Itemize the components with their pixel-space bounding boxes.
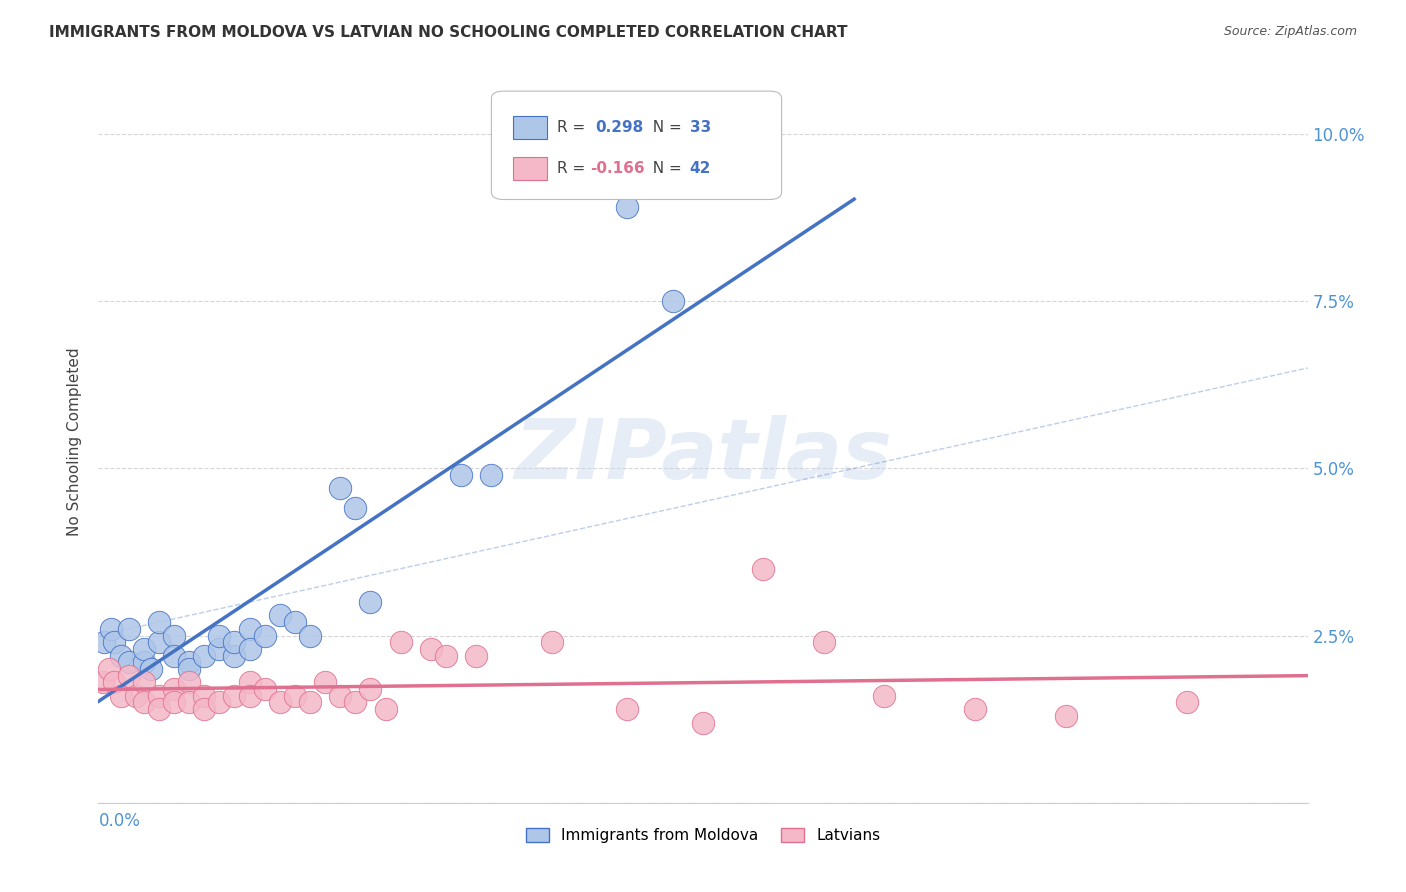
Point bbox=[208, 642, 231, 657]
Point bbox=[360, 681, 382, 696]
Point bbox=[616, 201, 638, 215]
Y-axis label: No Schooling Completed: No Schooling Completed bbox=[67, 347, 83, 536]
Point bbox=[100, 622, 122, 636]
Point bbox=[179, 675, 201, 690]
Point bbox=[299, 628, 322, 642]
Text: 0.0%: 0.0% bbox=[98, 813, 141, 830]
Point bbox=[208, 628, 231, 642]
Point bbox=[118, 669, 141, 683]
Text: Source: ZipAtlas.com: Source: ZipAtlas.com bbox=[1223, 25, 1357, 38]
Point bbox=[253, 628, 276, 642]
Point bbox=[344, 696, 367, 710]
Point bbox=[148, 615, 170, 630]
Point bbox=[661, 293, 683, 308]
Point bbox=[118, 622, 141, 636]
Text: ZIPatlas: ZIPatlas bbox=[515, 416, 891, 497]
Text: 0.298: 0.298 bbox=[595, 120, 644, 135]
Point bbox=[253, 681, 276, 696]
Point bbox=[132, 642, 155, 657]
Point bbox=[299, 696, 322, 710]
Point bbox=[125, 689, 148, 703]
Point bbox=[1175, 696, 1198, 710]
Text: -0.166: -0.166 bbox=[591, 161, 645, 176]
Point bbox=[179, 662, 201, 676]
Point bbox=[420, 642, 443, 657]
FancyBboxPatch shape bbox=[492, 91, 782, 200]
Text: N =: N = bbox=[643, 161, 686, 176]
Point bbox=[148, 635, 170, 649]
Point bbox=[110, 689, 132, 703]
Legend: Immigrants from Moldova, Latvians: Immigrants from Moldova, Latvians bbox=[520, 822, 886, 849]
Point bbox=[540, 635, 562, 649]
Point bbox=[148, 702, 170, 716]
Point bbox=[179, 655, 201, 669]
Point bbox=[193, 689, 215, 703]
Point bbox=[103, 675, 125, 690]
Text: R =: R = bbox=[557, 161, 589, 176]
Point bbox=[132, 696, 155, 710]
Point bbox=[692, 715, 714, 730]
Point bbox=[193, 702, 215, 716]
Point bbox=[141, 662, 163, 676]
Point bbox=[118, 655, 141, 669]
Point bbox=[616, 702, 638, 716]
Text: 33: 33 bbox=[690, 120, 711, 135]
Text: R =: R = bbox=[557, 120, 595, 135]
Point bbox=[103, 635, 125, 649]
Point bbox=[813, 635, 835, 649]
Point bbox=[965, 702, 987, 716]
Point bbox=[284, 615, 307, 630]
Point bbox=[91, 675, 114, 690]
Point bbox=[389, 635, 412, 649]
Point bbox=[239, 622, 262, 636]
Point bbox=[224, 648, 246, 663]
Text: IMMIGRANTS FROM MOLDOVA VS LATVIAN NO SCHOOLING COMPLETED CORRELATION CHART: IMMIGRANTS FROM MOLDOVA VS LATVIAN NO SC… bbox=[49, 25, 848, 40]
Text: N =: N = bbox=[643, 120, 686, 135]
FancyBboxPatch shape bbox=[513, 157, 547, 180]
Point bbox=[163, 681, 186, 696]
Point bbox=[752, 562, 775, 576]
Point bbox=[179, 696, 201, 710]
Point bbox=[374, 702, 396, 716]
Point bbox=[360, 595, 382, 609]
Point bbox=[284, 689, 307, 703]
Point bbox=[132, 655, 155, 669]
Point bbox=[163, 696, 186, 710]
Point bbox=[481, 467, 503, 482]
Point bbox=[1054, 708, 1077, 723]
Point bbox=[163, 628, 186, 642]
Point bbox=[224, 689, 246, 703]
Point bbox=[344, 501, 367, 516]
Point bbox=[329, 689, 352, 703]
Point bbox=[132, 675, 155, 690]
Point bbox=[98, 662, 121, 676]
Point bbox=[193, 648, 215, 663]
Point bbox=[239, 689, 262, 703]
Point bbox=[163, 648, 186, 663]
Point bbox=[269, 608, 291, 623]
Point bbox=[465, 648, 488, 663]
Point bbox=[269, 696, 291, 710]
Point bbox=[434, 648, 457, 663]
Point bbox=[329, 481, 352, 495]
Point bbox=[224, 635, 246, 649]
Text: 42: 42 bbox=[690, 161, 711, 176]
Point bbox=[239, 675, 262, 690]
Point bbox=[314, 675, 336, 690]
Point bbox=[208, 696, 231, 710]
Point bbox=[239, 642, 262, 657]
FancyBboxPatch shape bbox=[513, 116, 547, 139]
Point bbox=[93, 635, 115, 649]
Point bbox=[450, 467, 472, 482]
Point bbox=[873, 689, 896, 703]
Point bbox=[148, 689, 170, 703]
Point bbox=[110, 648, 132, 663]
